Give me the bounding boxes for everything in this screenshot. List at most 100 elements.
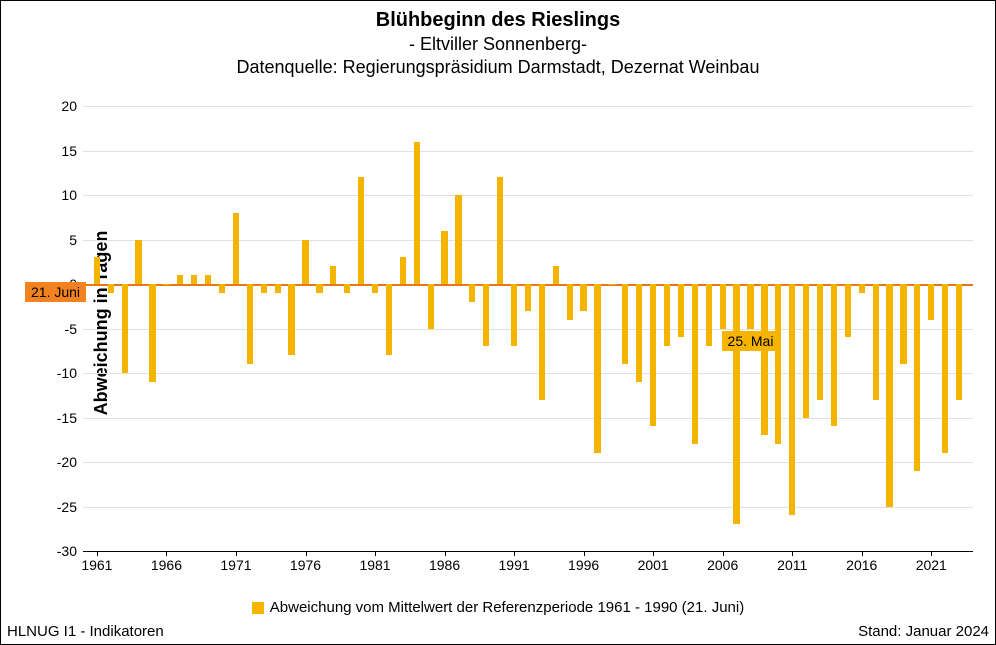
bar [886, 284, 892, 507]
bar [497, 177, 503, 284]
bar [177, 275, 183, 284]
x-tick-label: 1981 [359, 551, 390, 573]
plot-area: -30-25-20-15-10-505101520196119661971197… [83, 106, 973, 551]
legend-text: Abweichung vom Mittelwert der Referenzpe… [270, 599, 744, 616]
bar [942, 284, 948, 453]
bar [469, 284, 475, 302]
bar [831, 284, 837, 426]
bar [261, 284, 267, 293]
bar [594, 284, 600, 453]
x-tick-label: 2006 [707, 551, 738, 573]
bar [219, 284, 225, 293]
x-tick-label: 1971 [220, 551, 251, 573]
bar [344, 284, 350, 293]
bar [135, 240, 141, 285]
reference-label: 21. Juni [25, 282, 86, 302]
bar [400, 257, 406, 284]
y-tick-label: -10 [57, 365, 83, 381]
bar [483, 284, 489, 346]
y-tick-label: 20 [61, 98, 83, 114]
bar [441, 231, 447, 284]
bar [859, 284, 865, 293]
bar [108, 284, 114, 293]
bar [191, 275, 197, 284]
gridline [83, 373, 973, 374]
bar [233, 213, 239, 284]
bar [720, 284, 726, 329]
x-tick-label: 1961 [81, 551, 112, 573]
bar [275, 284, 281, 293]
chart-titles: Blühbeginn des Rieslings - Eltviller Son… [1, 1, 995, 78]
bar [775, 284, 781, 444]
y-tick-label: 15 [61, 143, 83, 159]
bar [636, 284, 642, 382]
min-value-label: 25. Mai [722, 331, 780, 351]
bar [122, 284, 128, 373]
bar [149, 284, 155, 382]
gridline [83, 106, 973, 107]
bar [873, 284, 879, 400]
bar [608, 284, 614, 285]
gridline [83, 462, 973, 463]
chart-title-main: Blühbeginn des Rieslings [1, 9, 995, 32]
bar [706, 284, 712, 346]
bar [553, 266, 559, 284]
bar [956, 284, 962, 400]
gridline [83, 151, 973, 152]
bar [288, 284, 294, 355]
y-tick-label: -15 [57, 410, 83, 426]
bar [914, 284, 920, 471]
x-tick-label: 1991 [499, 551, 530, 573]
gridline [83, 240, 973, 241]
bar [789, 284, 795, 515]
bar [928, 284, 934, 320]
legend: Abweichung vom Mittelwert der Referenzpe… [1, 599, 995, 616]
x-tick-label: 1966 [151, 551, 182, 573]
bar [580, 284, 586, 311]
x-tick-label: 1996 [568, 551, 599, 573]
bar [747, 284, 753, 329]
bar [428, 284, 434, 329]
y-tick-label: -25 [57, 499, 83, 515]
bar [247, 284, 253, 364]
bar [386, 284, 392, 355]
y-tick-label: -30 [57, 543, 83, 559]
bar [900, 284, 906, 364]
legend-swatch [252, 602, 264, 614]
bar [316, 284, 322, 293]
gridline [83, 507, 973, 508]
bar [803, 284, 809, 418]
bar [817, 284, 823, 400]
bar [414, 142, 420, 284]
y-tick-label: 10 [61, 187, 83, 203]
bar [525, 284, 531, 311]
y-tick-label: -20 [57, 454, 83, 470]
x-tick-label: 1976 [290, 551, 321, 573]
bar [511, 284, 517, 346]
bar [845, 284, 851, 337]
chart-title-source: Datenquelle: Regierungspräsidium Darmsta… [1, 57, 995, 78]
bar [692, 284, 698, 444]
bar [664, 284, 670, 346]
bar [678, 284, 684, 337]
bar [372, 284, 378, 293]
gridline [83, 418, 973, 419]
bar [358, 177, 364, 284]
x-tick-label: 1986 [429, 551, 460, 573]
bar [455, 195, 461, 284]
x-tick-label: 2021 [916, 551, 947, 573]
bar [302, 240, 308, 285]
y-tick-label: -5 [65, 321, 83, 337]
bar [539, 284, 545, 400]
bar [163, 284, 169, 285]
bar [205, 275, 211, 284]
gridline [83, 195, 973, 196]
gridline [83, 329, 973, 330]
footer-left: HLNUG I1 - Indikatoren [7, 623, 164, 640]
x-tick-label: 2011 [777, 551, 807, 573]
x-tick-label: 2016 [846, 551, 877, 573]
bar [567, 284, 573, 320]
bar [733, 284, 739, 524]
bar [622, 284, 628, 364]
bar [650, 284, 656, 426]
